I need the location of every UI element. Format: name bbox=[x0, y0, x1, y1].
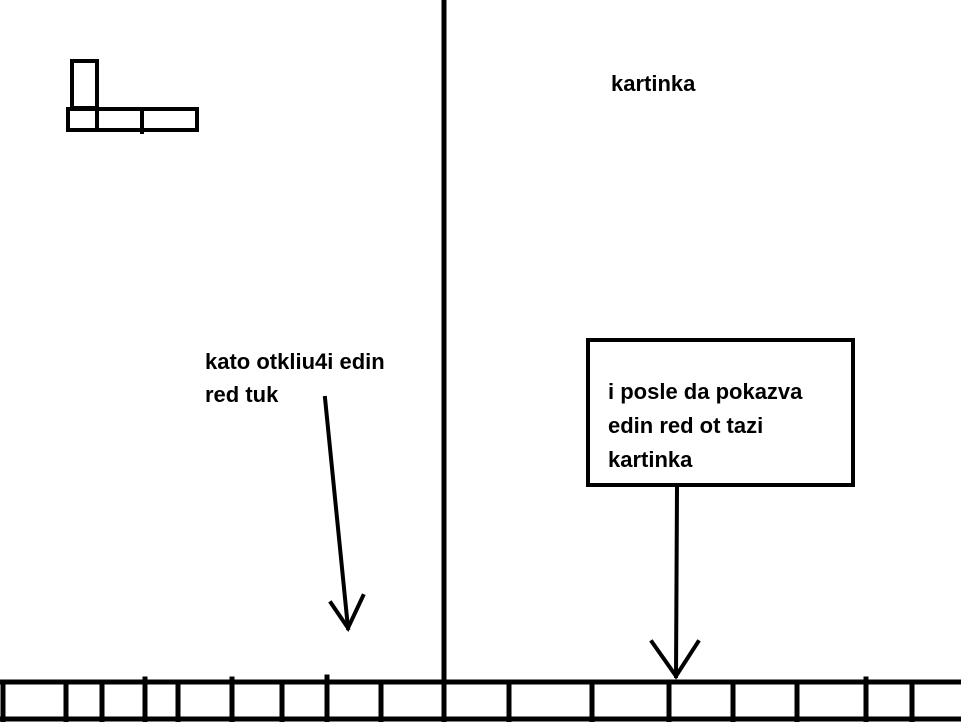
left-arrow-icon bbox=[322, 395, 366, 633]
right-arrow-shaft bbox=[673, 484, 680, 679]
left-note-line-1: kato otkliu4i edin bbox=[205, 349, 385, 374]
right-arrow-icon bbox=[649, 484, 701, 680]
l-tetromino-icon bbox=[66, 59, 199, 134]
callout-box bbox=[586, 338, 855, 487]
callout-line-3: kartinka bbox=[608, 447, 693, 472]
bottom-row-strip bbox=[0, 674, 961, 722]
right-panel-title: kartinka bbox=[611, 71, 696, 96]
callout-line-2: edin red ot tazi bbox=[608, 413, 763, 438]
right-arrow-head bbox=[649, 639, 701, 680]
left-arrow-shaft bbox=[322, 395, 351, 631]
left-note-line-2: red tuk bbox=[205, 382, 279, 407]
callout-line-1: i posle da pokazva bbox=[608, 379, 803, 404]
tetromino-block-bottom bbox=[66, 107, 199, 132]
left-arrow-head bbox=[328, 593, 366, 633]
